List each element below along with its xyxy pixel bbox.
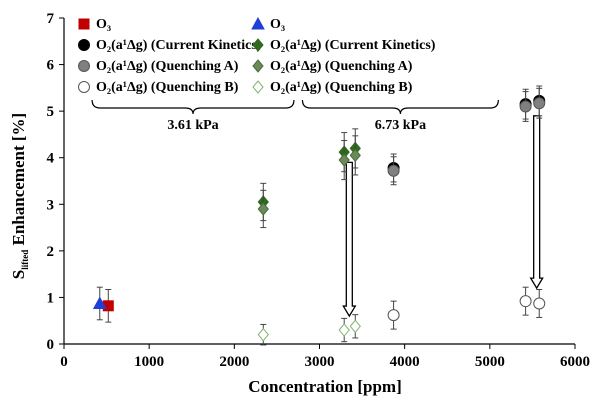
legend-marker: [251, 16, 265, 30]
legend-label: O₂(a¹Δg) (Quenching B): [270, 80, 413, 95]
legend-marker: [78, 18, 90, 30]
legend-marker: [252, 38, 264, 52]
legend-label: O₂(a¹Δg) (Quenching B): [96, 80, 239, 95]
legend-marker: [78, 81, 90, 93]
pressure-bracket: [91, 99, 295, 115]
legend-label: O₃: [270, 17, 285, 32]
pressure-label: 3.61 kPa: [167, 118, 218, 133]
y-tick-label: 4: [47, 151, 55, 167]
x-tick-label: 0: [60, 354, 68, 370]
x-tick-label: 4000: [390, 354, 420, 370]
legend-marker: [78, 39, 90, 51]
data-point: [349, 319, 361, 334]
legend-marker: [252, 59, 264, 73]
data-point: [533, 97, 546, 110]
legend-label: O₃: [96, 17, 111, 32]
legend-marker: [252, 80, 264, 94]
data-point: [519, 295, 532, 308]
y-tick-label: 6: [47, 58, 55, 74]
y-tick-label: 7: [47, 11, 55, 27]
x-tick-label: 2000: [219, 354, 249, 370]
down-arrow: [529, 115, 544, 290]
data-point: [257, 202, 269, 216]
data-point: [338, 323, 350, 337]
data-point: [387, 164, 400, 177]
y-tick-label: 2: [47, 244, 55, 260]
x-tick-label: 1000: [134, 354, 164, 370]
y-axis-title-suffix: Enhancement [%]: [9, 113, 28, 250]
data-point: [387, 309, 400, 322]
axes: 0 1000 2000 3000 4000 5000 6000 0 1 2 3 4 5 6 7: [47, 11, 591, 370]
legend-label: O₂(a¹Δg) (Current Kinetics): [270, 38, 436, 53]
annotations: 3.61 kPa 6.73 kPa: [91, 99, 544, 318]
y-axis-title-prefix: S: [9, 270, 28, 279]
legend: O₃ O₂(a¹Δg) (Current Kinetics) O₂(a¹Δg) (Q…: [78, 16, 436, 95]
x-tick-label: 3000: [305, 354, 335, 370]
y-tick-label: 5: [47, 104, 55, 120]
data-point: [92, 296, 107, 309]
y-axis-title-subscript: lifted: [20, 250, 30, 270]
data-point: [519, 100, 532, 113]
pressure-bracket: [301, 99, 499, 115]
y-tick-label: 0: [47, 337, 55, 353]
pressure-label: 6.73 kPa: [375, 118, 426, 133]
legend-label: O₂(a¹Δg) (Quenching A): [270, 59, 413, 74]
y-tick-label: 3: [47, 197, 55, 213]
down-arrow: [342, 161, 357, 318]
data-point: [349, 148, 361, 163]
legend-marker: [78, 60, 90, 72]
x-tick-label: 6000: [560, 354, 590, 370]
x-axis-title: Concentration [ppm]: [248, 377, 401, 396]
y-axis-title: Slifted Enhancement [%]: [9, 113, 30, 279]
y-tick-label: 1: [47, 290, 55, 306]
data-point: [338, 153, 350, 167]
legend-label: O₂(a¹Δg) (Current Kinetics): [96, 38, 262, 53]
legend-label: O₂(a¹Δg) (Quenching A): [96, 59, 239, 74]
data-point: [257, 327, 269, 342]
data-markers: [92, 85, 546, 346]
data-point: [533, 297, 546, 310]
x-tick-label: 5000: [475, 354, 505, 370]
